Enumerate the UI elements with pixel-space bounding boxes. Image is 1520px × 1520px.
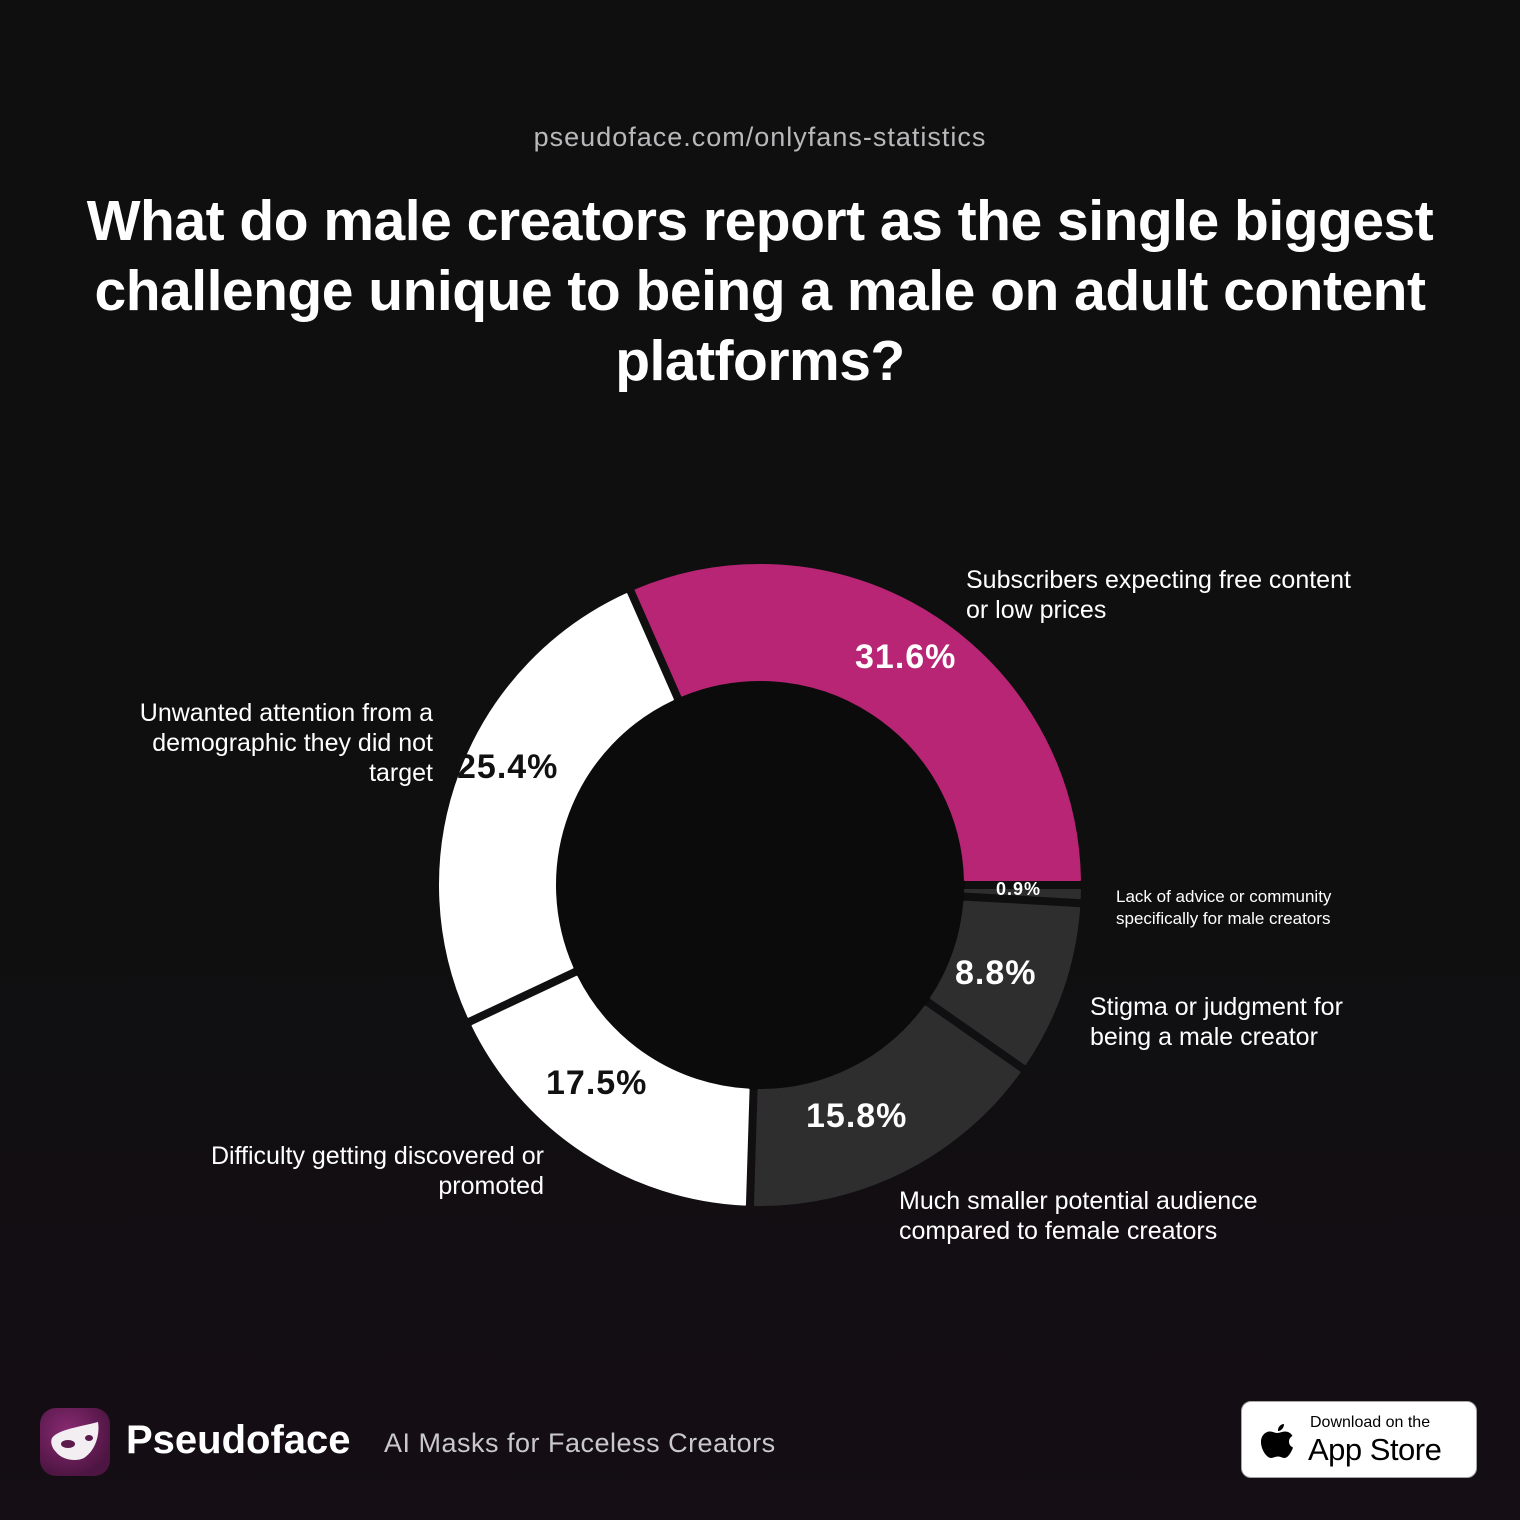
label-smaller-audience: Much smaller potential audience compared… bbox=[899, 1187, 1258, 1245]
pct-unwanted-attention: 25.4% bbox=[457, 748, 559, 786]
donut-hole bbox=[555, 680, 965, 1090]
pct-discovery: 17.5% bbox=[546, 1064, 648, 1102]
label-discovery: Difficulty getting discovered or promote… bbox=[210, 1142, 544, 1200]
brand-tagline: AI Masks for Faceless Creators bbox=[384, 1428, 776, 1458]
label-free-content: Subscribers expecting free content or lo… bbox=[966, 566, 1351, 624]
source-url: pseudoface.com/onlyfans-statistics bbox=[533, 122, 987, 152]
app-store-small-text: Download on the bbox=[1310, 1414, 1431, 1431]
apple-icon bbox=[1261, 1424, 1293, 1458]
segment-free-content bbox=[634, 564, 1081, 881]
label-unwanted-attention: Unwanted attention from a demographic th… bbox=[139, 699, 433, 787]
mask-icon bbox=[51, 1422, 99, 1460]
segment-smaller-audience bbox=[753, 1005, 1021, 1206]
pct-stigma: 8.8% bbox=[955, 954, 1037, 992]
pseudoface-logo bbox=[40, 1408, 110, 1476]
chart-title: What do male creators report as the sing… bbox=[86, 189, 1434, 393]
segment-discovery bbox=[471, 975, 750, 1206]
brand-name: Pseudoface bbox=[126, 1418, 351, 1462]
app-store-big-text: App Store bbox=[1308, 1432, 1442, 1467]
segment-unwanted-attention bbox=[439, 593, 674, 1018]
segment-stigma bbox=[929, 900, 1081, 1066]
app-store-button[interactable]: Download on the App Store bbox=[1241, 1401, 1477, 1478]
segment-lack-of-advice bbox=[963, 889, 1081, 900]
pct-lack-of-advice: 0.9% bbox=[996, 879, 1042, 899]
pct-smaller-audience: 15.8% bbox=[806, 1097, 908, 1135]
label-stigma: Stigma or judgment for being a male crea… bbox=[1090, 993, 1343, 1051]
pct-free-content: 31.6% bbox=[855, 638, 957, 676]
label-lack-of-advice: Lack of advice or community specifically… bbox=[1116, 887, 1332, 928]
